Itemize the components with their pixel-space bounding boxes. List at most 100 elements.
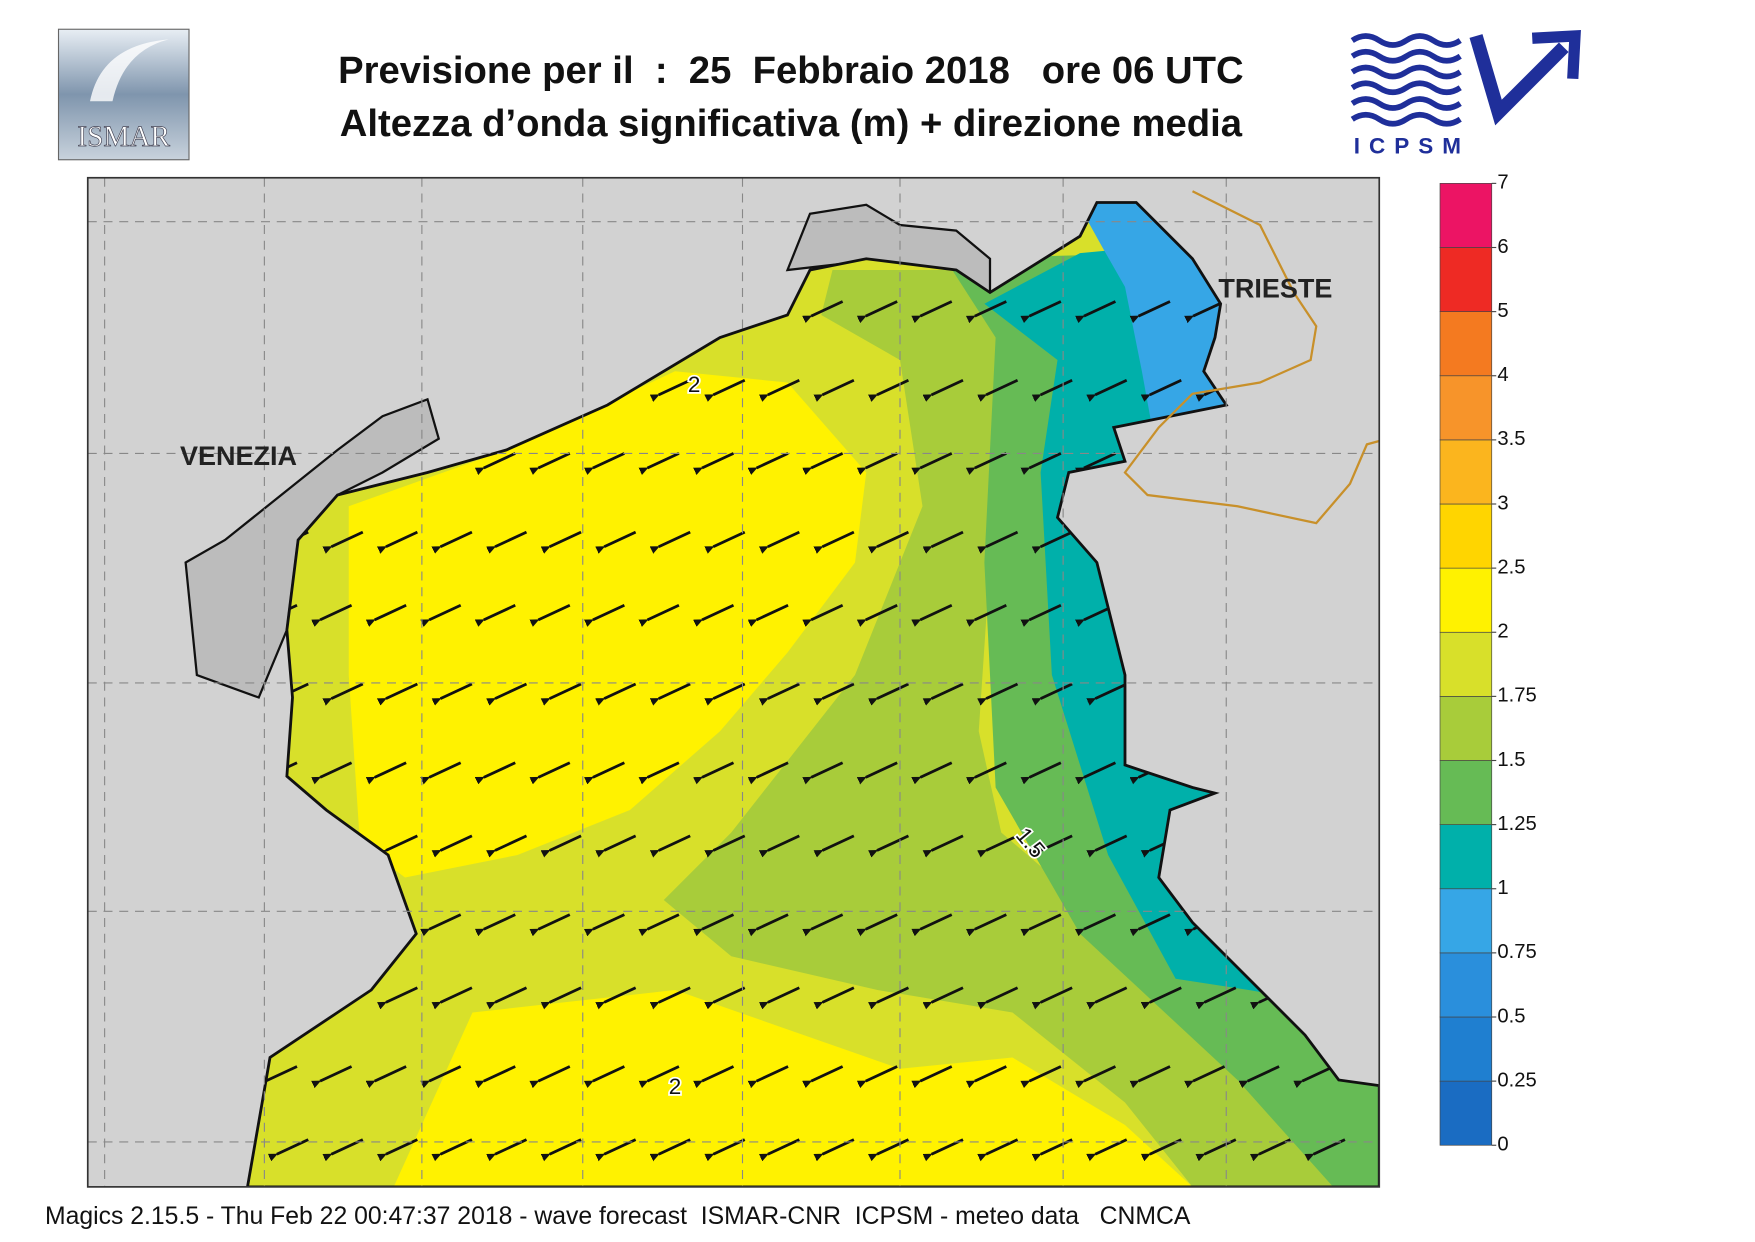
wave-direction-arrow [713,834,746,851]
wave-direction-arrow [429,761,462,778]
wave-direction-arrow [1041,378,1073,395]
colorbar-segment [1439,631,1493,697]
wave-direction-arrow [320,761,353,778]
wave-direction-arrow [713,682,746,699]
colorbar-segment [1439,567,1493,633]
wave-direction-arrow [1193,1065,1226,1082]
wave-direction-arrow [647,913,680,930]
wave-direction-arrow [811,603,844,620]
wave-direction-arrow [1095,986,1128,1003]
wave-direction-arrow [702,452,735,468]
wave-direction-arrow [593,1065,625,1082]
wave-direction-arrow [986,1138,1019,1155]
wave-direction-arrow [866,603,898,620]
wave-direction-arrow [932,530,964,547]
wave-direction-arrow [768,378,800,395]
wave-direction-arrow [866,1065,898,1082]
wave-direction-arrow [659,682,691,699]
wave-direction-arrow [1041,682,1073,699]
map-frame [86,176,1381,1188]
title-line: Altezza d’onda significativa (m) + direz… [340,102,1243,145]
wave-direction-arrow [811,452,844,468]
wave-direction-arrow [1095,378,1128,395]
icpsm-logo: ICPSM [1350,30,1581,158]
wave-direction-arrow [932,378,964,395]
wave-direction-arrow [386,682,418,699]
wave-direction-arrow [1084,913,1117,930]
wave-direction-arrow [920,913,953,930]
wave-direction-arrow [331,530,364,547]
wave-direction-arrow [877,986,910,1003]
wave-direction-arrow [866,761,898,778]
colorbar-segment [1439,1080,1493,1146]
colorbar-label: 1.25 [1497,813,1536,835]
wave-direction-arrow [713,378,746,395]
wave-direction-arrow [604,530,637,547]
wave-direction-arrow [593,603,625,620]
wave-direction-arrow [659,530,691,547]
colorbar-segment [1439,503,1493,569]
wave-direction-arrow [1302,1065,1335,1082]
wave-direction-arrow [811,761,844,778]
wave-direction-arrow [1029,300,1062,317]
wave-direction-arrow [932,834,964,851]
wave-direction-arrow [975,913,1007,930]
colorbar-segment [1439,311,1493,377]
wave-direction-arrow [877,378,910,395]
wave-direction-arrow [877,530,910,547]
icpsm-text: ICPSM [1354,133,1470,158]
colorbar-label: 0 [1497,1134,1508,1156]
wave-direction-arrow [593,452,625,468]
colorbar-label: 3.5 [1497,428,1525,450]
wave-direction-arrow [811,300,844,317]
contour-label: 2 [688,372,701,397]
wave-direction-arrow [702,603,735,620]
wave-direction-arrow [266,1065,298,1082]
wave-direction-arrow [320,1065,353,1082]
wave-direction-arrow [713,530,746,547]
wave-direction-arrow [768,986,800,1003]
contour-label: 2 [669,1074,682,1099]
wave-direction-arrow [1204,986,1237,1003]
colorbar-segment [1439,439,1493,505]
wave-direction-arrow [484,603,516,620]
wave-direction-arrow [1139,300,1171,317]
wave-direction-arrow [1084,761,1117,778]
colorbar-label: 0.25 [1497,1069,1536,1091]
wave-direction-arrow [1095,834,1128,851]
wave-direction-arrow [440,986,473,1003]
wave-direction-arrow [604,986,637,1003]
wave-direction-arrow [768,682,800,699]
wave-direction-arrow [538,761,571,778]
wave-direction-arrow [877,1138,910,1155]
wave-direction-arrow [647,761,680,778]
wave-direction-arrow [1084,300,1117,317]
wave-direction-arrow [920,761,953,778]
wave-direction-arrow [375,761,407,778]
ismar-logo: ISMAR [57,28,190,161]
wave-direction-arrow [604,682,637,699]
colorbar-label: 0.75 [1497,941,1536,963]
wave-direction-arrow [866,452,898,468]
wave-direction-arrow [920,452,953,468]
wave-direction-arrow [1041,530,1073,547]
wave-direction-arrow [768,834,800,851]
wave-direction-arrow [811,913,844,930]
colorbar-label: 2 [1497,621,1508,643]
wave-direction-arrow [986,378,1019,395]
wave-direction-arrow [986,834,1019,851]
wave-direction-arrow [702,761,735,778]
wave-direction-arrow [1150,986,1182,1003]
wave-direction-arrow [440,834,473,851]
wave-direction-arrow [593,913,625,930]
colorbar-label: 0.5 [1497,1005,1525,1027]
wave-direction-arrow [1029,761,1062,778]
wave-direction-arrow [1029,603,1062,620]
colorbar-segment [1439,952,1493,1018]
wave-direction-arrow [986,682,1019,699]
wave-direction-arrow [429,603,462,620]
colorbar-segment [1439,1016,1493,1082]
wave-direction-arrow [429,913,462,930]
colorbar-label: 1.5 [1497,749,1525,771]
wave-direction-arrow [822,530,855,547]
